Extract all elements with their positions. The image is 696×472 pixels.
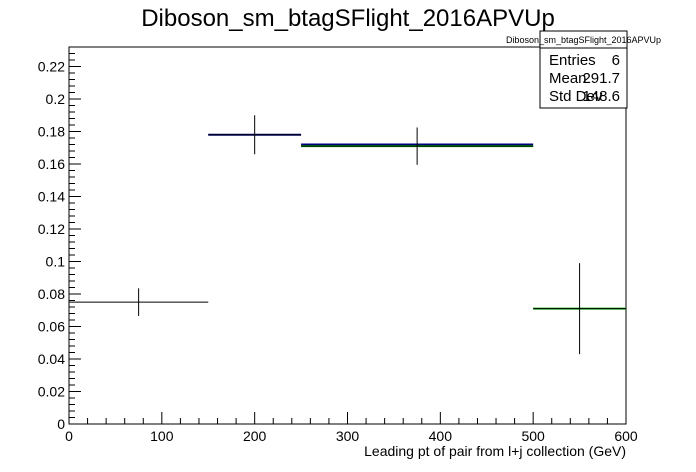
y-tick-label: 0.18: [38, 124, 65, 140]
y-tick-label: 0.2: [46, 91, 66, 107]
series-layer: [69, 115, 626, 355]
x-tick-label: 500: [521, 428, 545, 444]
stats-stddev-label: Std Dev: [549, 88, 603, 105]
x-tick-label: 100: [150, 428, 174, 444]
x-tick-label: 200: [243, 428, 267, 444]
y-tick-label: 0.02: [38, 384, 65, 400]
stats-entries-value: 6: [612, 52, 620, 69]
stats-mean-value: 291.7: [582, 70, 620, 87]
y-tick-label: 0.22: [38, 59, 65, 75]
x-tick-label: 0: [65, 428, 73, 444]
x-axis-title: Leading pt of pair from l+j collection (…: [364, 443, 626, 459]
stats-mean-label: Mean: [549, 70, 587, 87]
y-tick-label: 0.14: [38, 189, 65, 205]
stats-box-frame: [539, 30, 628, 109]
stats-stddev-value: 148.6: [582, 88, 620, 105]
x-tick-label: 300: [336, 428, 360, 444]
chart-title: Diboson_sm_btagSFlight_2016APVUp: [141, 5, 555, 32]
y-axis: 0 0.02 0.04 0.06 0.08 0.1 0.12 0.14 0.16 0.18 0.2 0…: [38, 46, 81, 432]
y-tick-label: 0.16: [38, 156, 65, 172]
y-tick-label: 0.08: [38, 286, 65, 302]
y-tick-label: 0.04: [38, 351, 65, 367]
stats-entries-label: Entries: [549, 52, 596, 69]
stats-box: Diboson_sm_btagSFlight_2016APVUp Entries…: [506, 30, 661, 109]
x-axis: 0 100 200 300 400 500 600: [65, 412, 638, 444]
y-tick-label: 0.06: [38, 319, 65, 335]
x-tick-label: 400: [429, 428, 453, 444]
y-tick-label: 0: [57, 416, 65, 432]
y-tick-label: 0.1: [46, 254, 66, 270]
stats-box-name: Diboson_sm_btagSFlight_2016APVUp: [506, 35, 661, 45]
y-tick-label: 0.12: [38, 221, 65, 237]
x-tick-label: 600: [614, 428, 638, 444]
